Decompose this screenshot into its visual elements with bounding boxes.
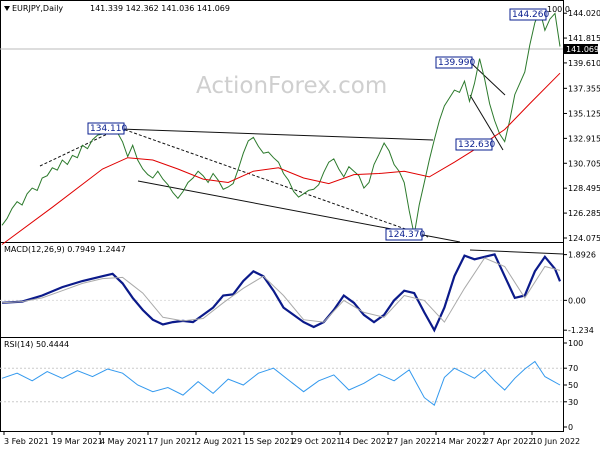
ohlc-readout: 141.339 142.362 141.036 141.069 — [90, 4, 230, 13]
macd-macd-line — [1, 253, 562, 333]
x-tick-label: 4 May 2021 — [100, 437, 147, 446]
x-tick-label: 19 Mar 2021 — [52, 437, 103, 446]
price-sma-line — [1, 72, 561, 245]
y-tick-label: 100 — [568, 339, 583, 348]
symbol-label: EURJPY,Daily — [12, 4, 63, 13]
x-tick-label: 17 Jun 2021 — [148, 437, 196, 446]
y-tick-label: 128.495 — [568, 184, 600, 193]
y-tick-label: 70 — [568, 364, 578, 373]
rsi-rsi-line — [1, 360, 561, 407]
watermark: ActionForex.com — [196, 73, 387, 99]
annotation-box — [385, 228, 423, 241]
y-tick-label: 0 — [568, 423, 573, 432]
x-tick-label: 14 Dec 2021 — [340, 437, 391, 446]
price-annotations: 134.110 139.990 144.260 132.630 124.370 … — [87, 5, 570, 241]
channel-lower — [469, 94, 504, 151]
trendline-upper — [91, 127, 434, 141]
x-tick-label: 14 Mar 2022 — [436, 437, 487, 446]
macd-panel — [0, 242, 564, 338]
y-tick-label: 141.815 — [568, 34, 600, 43]
annotation-139-990: 139.990 — [438, 58, 475, 68]
macd-trendline — [469, 249, 564, 255]
annotation-box — [509, 8, 547, 21]
annotation-box — [455, 138, 493, 151]
x-tick-label: 15 Sep 2021 — [244, 437, 295, 446]
price-series — [1, 8, 561, 245]
annotation-box — [87, 122, 125, 135]
y-tick-label: 130.705 — [568, 159, 600, 168]
price-panel — [0, 0, 564, 243]
y-tick-label: 50 — [568, 381, 578, 390]
y-tick-label: 126.285 — [568, 209, 600, 218]
x-tick-label: 3 Feb 2021 — [4, 437, 49, 446]
x-tick-label: 27 Jan 2022 — [388, 437, 436, 446]
y-axes: 144.020 141.815 139.610 137.355 135.125 132.9… — [563, 9, 600, 432]
current-price-value: 141.069 — [566, 45, 599, 54]
rsi-panel — [0, 337, 564, 432]
rsi-label: RSI(14) 50.4444 — [4, 340, 69, 349]
y-tick-label: 135.125 — [568, 109, 600, 118]
x-tick-label: 2 Aug 2021 — [196, 437, 242, 446]
current-price-tag — [564, 44, 598, 54]
y-tick-label: -1.234 — [568, 326, 594, 335]
y-tick-label: 137.355 — [568, 84, 600, 93]
macd-signal-line — [1, 257, 561, 323]
channel-upper — [469, 61, 506, 96]
x-tick-label: 10 Jun 2022 — [532, 437, 580, 446]
y-tick-label: 0.00 — [568, 296, 586, 305]
x-tick-label: 29 Oct 2021 — [292, 437, 341, 446]
y-tick-label: 124.075 — [568, 234, 600, 243]
price-price-line — [1, 8, 561, 235]
x-tick-label: 27 Apr 2022 — [484, 437, 533, 446]
corner-label: 100.0 — [547, 5, 570, 14]
annotation-144-260: 144.260 — [512, 10, 549, 20]
annotation-134-110: 134.110 — [90, 124, 127, 134]
y-tick-label: 1.8926 — [568, 251, 596, 260]
rsi-series — [0, 360, 563, 407]
annotation-box — [435, 56, 473, 69]
collapse-triangle-icon[interactable] — [4, 6, 10, 11]
y-tick-label: 132.915 — [568, 134, 600, 143]
annotation-132-630: 132.630 — [458, 140, 495, 150]
macd-series — [0, 253, 563, 333]
chart-title: EURJPY,Daily 141.339 142.362 141.036 141… — [4, 4, 230, 13]
y-tick-label: 139.610 — [568, 59, 600, 68]
trendline-down-dashed — [119, 127, 429, 238]
y-tick-label: 144.020 — [568, 9, 600, 18]
macd-label: MACD(12,26,9) 0.7949 1.2447 — [4, 245, 126, 254]
y-tick-label: 30 — [568, 398, 578, 407]
annotation-124-370: 124.370 — [388, 230, 425, 240]
